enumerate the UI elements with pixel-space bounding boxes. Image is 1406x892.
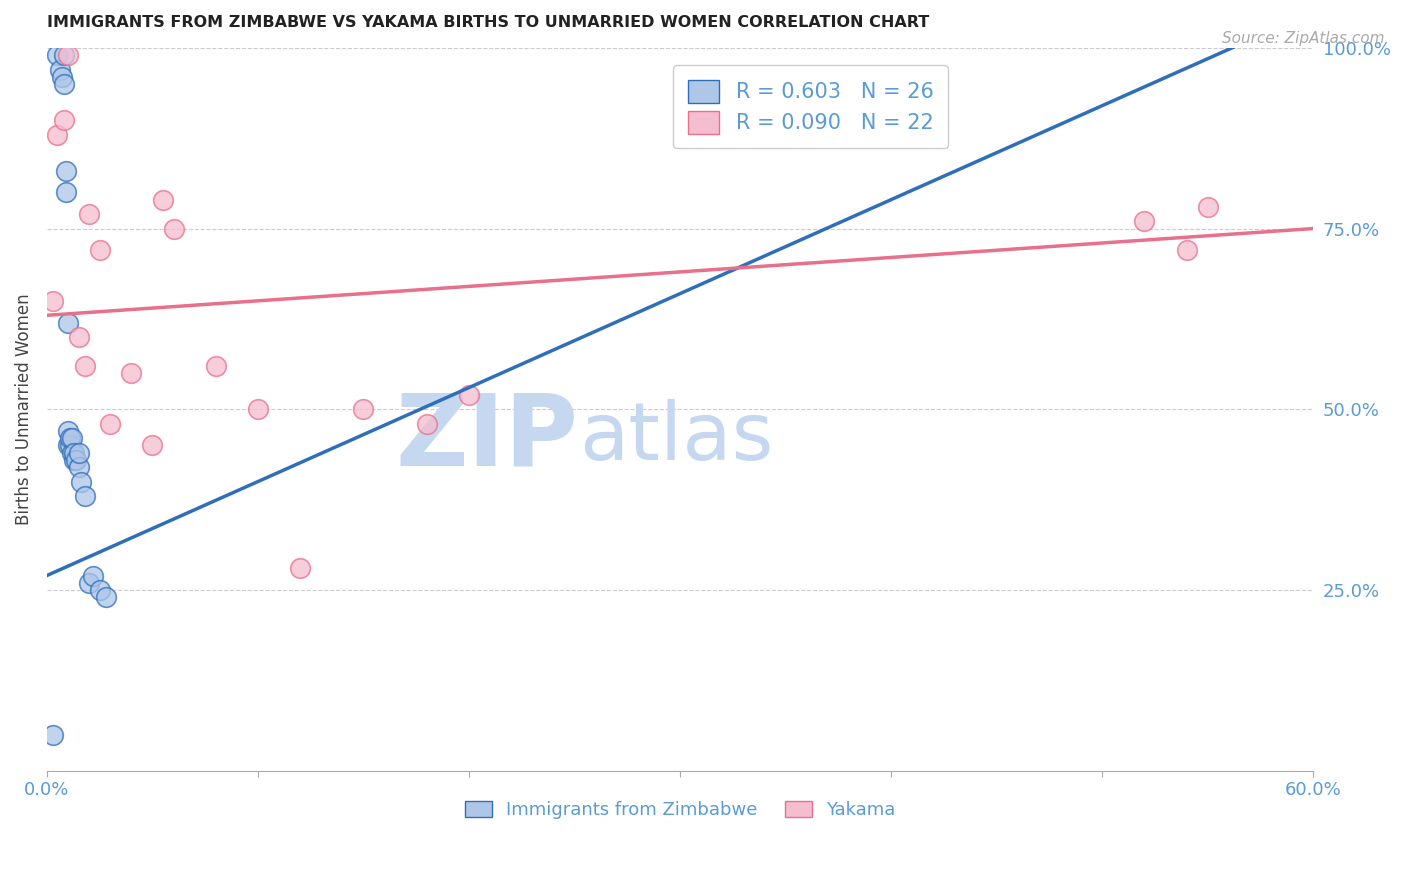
Point (55, 186, 77, 200)
Legend: Immigrants from Zimbabwe, Yakama: Immigrants from Zimbabwe, Yakama (457, 794, 903, 827)
Point (73, 359, 96, 373)
Point (56, 48, 79, 62)
Point (59, 431, 82, 445)
Text: atlas: atlas (579, 400, 773, 477)
Point (1175, 244, 1198, 258)
Y-axis label: Births to Unmarried Women: Births to Unmarried Women (15, 293, 32, 525)
Point (67, 330, 90, 344)
Point (42, 293, 65, 308)
Point (55, 163, 77, 178)
Point (458, 388, 481, 402)
Point (77, 207, 100, 221)
Point (288, 561, 311, 575)
Point (98, 417, 121, 431)
Text: Source: ZipAtlas.com: Source: ZipAtlas.com (1222, 31, 1385, 46)
Point (162, 221, 184, 235)
Point (60, 431, 83, 445)
Point (63, 453, 86, 467)
Point (67, 445, 90, 459)
Point (51, 70, 73, 84)
Point (77, 575, 100, 590)
Point (353, 402, 375, 417)
Text: IMMIGRANTS FROM ZIMBABWE VS YAKAMA BIRTHS TO UNMARRIED WOMEN CORRELATION CHART: IMMIGRANTS FROM ZIMBABWE VS YAKAMA BIRTH… (46, 15, 929, 30)
Point (56, 438, 79, 452)
Point (69, 475, 91, 489)
Point (246, 402, 269, 417)
Point (94, 591, 117, 605)
Point (56, 424, 79, 438)
Point (52, 77, 75, 91)
Point (152, 193, 174, 207)
Text: ZIP: ZIP (396, 390, 579, 487)
Point (1197, 200, 1219, 214)
Point (73, 489, 96, 503)
Point (416, 417, 439, 431)
Point (46, 128, 69, 142)
Point (48, 62, 70, 77)
Point (67, 460, 90, 475)
Point (52, 113, 75, 128)
Point (65, 453, 87, 467)
Point (56, 316, 79, 330)
Point (60, 445, 83, 459)
Point (46, 48, 69, 62)
Point (89, 244, 111, 258)
Point (59, 438, 82, 452)
Point (1133, 214, 1156, 228)
Point (42, 727, 65, 741)
Point (141, 438, 163, 452)
Point (52, 48, 75, 62)
Point (82, 568, 104, 582)
Point (89, 582, 111, 597)
Point (204, 359, 226, 373)
Point (63, 445, 86, 459)
Point (120, 366, 142, 380)
